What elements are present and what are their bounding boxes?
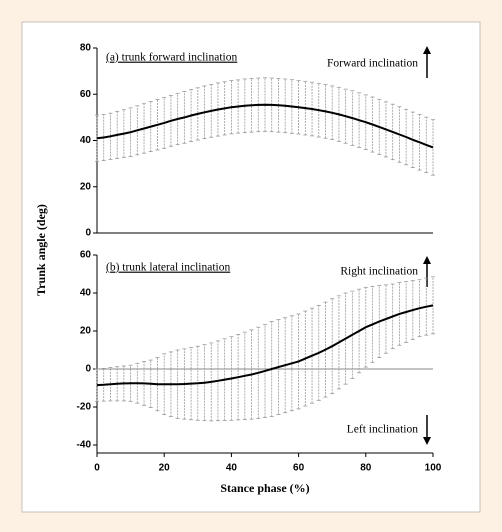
y-tick-label: 0 — [85, 228, 91, 239]
annotation: (a) trunk forward inclination — [106, 52, 237, 64]
x-tick-label: 40 — [226, 463, 238, 474]
y-tick-label: 20 — [80, 326, 92, 337]
y-tick-label: 0 — [85, 364, 91, 375]
mean-line — [96, 103, 434, 149]
x-tick-label: 20 — [159, 463, 171, 474]
y-tick-label: 40 — [80, 288, 92, 299]
mean-line — [96, 304, 434, 387]
y-tick-label: 20 — [80, 181, 92, 192]
annotation: Right inclination — [340, 266, 418, 278]
y-tick-label: -20 — [77, 402, 92, 413]
x-tick-label: 80 — [360, 463, 372, 474]
annotation: Forward inclination — [327, 58, 418, 70]
y-axis-label: Trunk angle (deg) — [34, 204, 48, 296]
y-tick-label: 60 — [80, 89, 92, 100]
annotation: Left inclination — [347, 424, 418, 436]
x-axis-label: Stance phase (%) — [220, 481, 309, 495]
annotation: (b) trunk lateral inclination — [106, 262, 230, 274]
arrows — [423, 46, 431, 445]
x-tick-label: 60 — [293, 463, 305, 474]
y-tick-label: 60 — [80, 250, 92, 261]
x-tick-label: 0 — [94, 463, 100, 474]
y-tick-label: 40 — [80, 135, 92, 146]
y-tick-label: 80 — [80, 43, 92, 54]
panel — [21, 21, 481, 513]
y-tick-label: -40 — [77, 440, 92, 451]
x-tick-label: 100 — [425, 463, 442, 474]
